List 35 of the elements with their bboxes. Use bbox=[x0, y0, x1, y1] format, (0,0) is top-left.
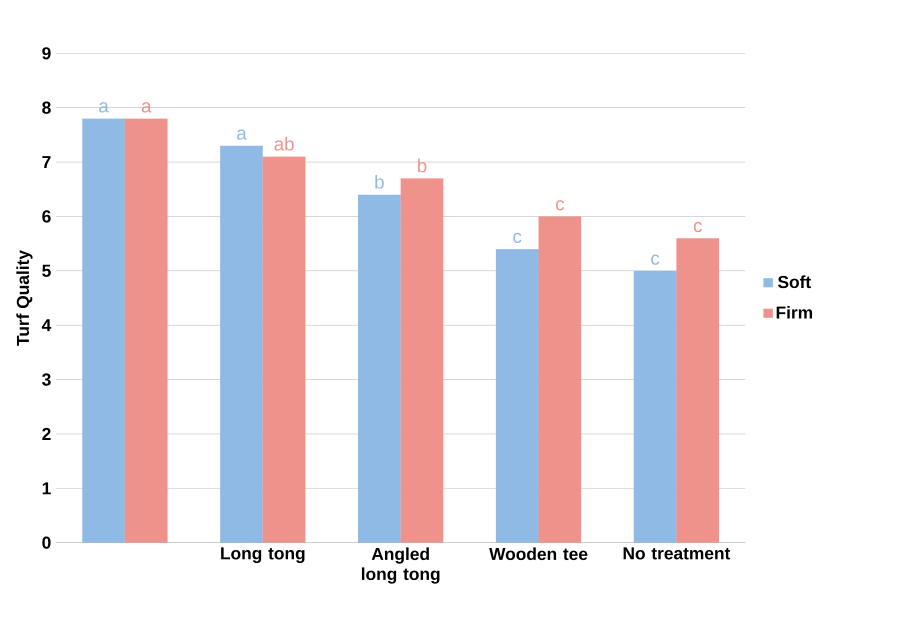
x-tick-label: Angled long tong bbox=[362, 547, 440, 584]
x-tick-label: No treatment bbox=[624, 547, 730, 560]
legend-label: Soft bbox=[778, 275, 811, 288]
bar bbox=[82, 118, 125, 543]
bar bbox=[634, 270, 676, 543]
data-label: ab bbox=[274, 136, 294, 150]
y-tick-label: 7 bbox=[42, 156, 51, 168]
bar bbox=[400, 178, 444, 543]
data-label: b bbox=[418, 158, 426, 172]
y-tick-label: 9 bbox=[42, 47, 51, 60]
y-tick-label: 8 bbox=[42, 101, 51, 114]
bar bbox=[220, 146, 263, 543]
legend-label: Firm bbox=[776, 306, 812, 318]
data-label: c bbox=[556, 200, 564, 210]
bar bbox=[538, 216, 582, 543]
x-tick-label: Long tong bbox=[221, 547, 304, 563]
x-tick-label: Wooden tee bbox=[489, 547, 588, 560]
bar bbox=[496, 248, 539, 543]
y-tick-label: 0 bbox=[42, 536, 51, 549]
data-label: b bbox=[375, 174, 384, 188]
y-tick-label: 3 bbox=[42, 373, 51, 386]
data-label: a bbox=[237, 129, 247, 140]
y-tick-label: 2 bbox=[42, 428, 51, 440]
data-label: c bbox=[513, 232, 522, 243]
bar bbox=[262, 156, 306, 543]
y-tick-label: 1 bbox=[42, 482, 51, 494]
y-tick-label: 4 bbox=[42, 319, 52, 331]
bar bbox=[676, 238, 720, 543]
y-tick-label: 5 bbox=[42, 264, 51, 277]
data-label: c bbox=[694, 222, 702, 232]
bar bbox=[124, 118, 168, 543]
data-label: c bbox=[651, 254, 660, 265]
y-tick-label: 6 bbox=[42, 210, 51, 222]
y-axis-title: Turf Quality bbox=[16, 250, 32, 346]
bar bbox=[358, 194, 401, 543]
